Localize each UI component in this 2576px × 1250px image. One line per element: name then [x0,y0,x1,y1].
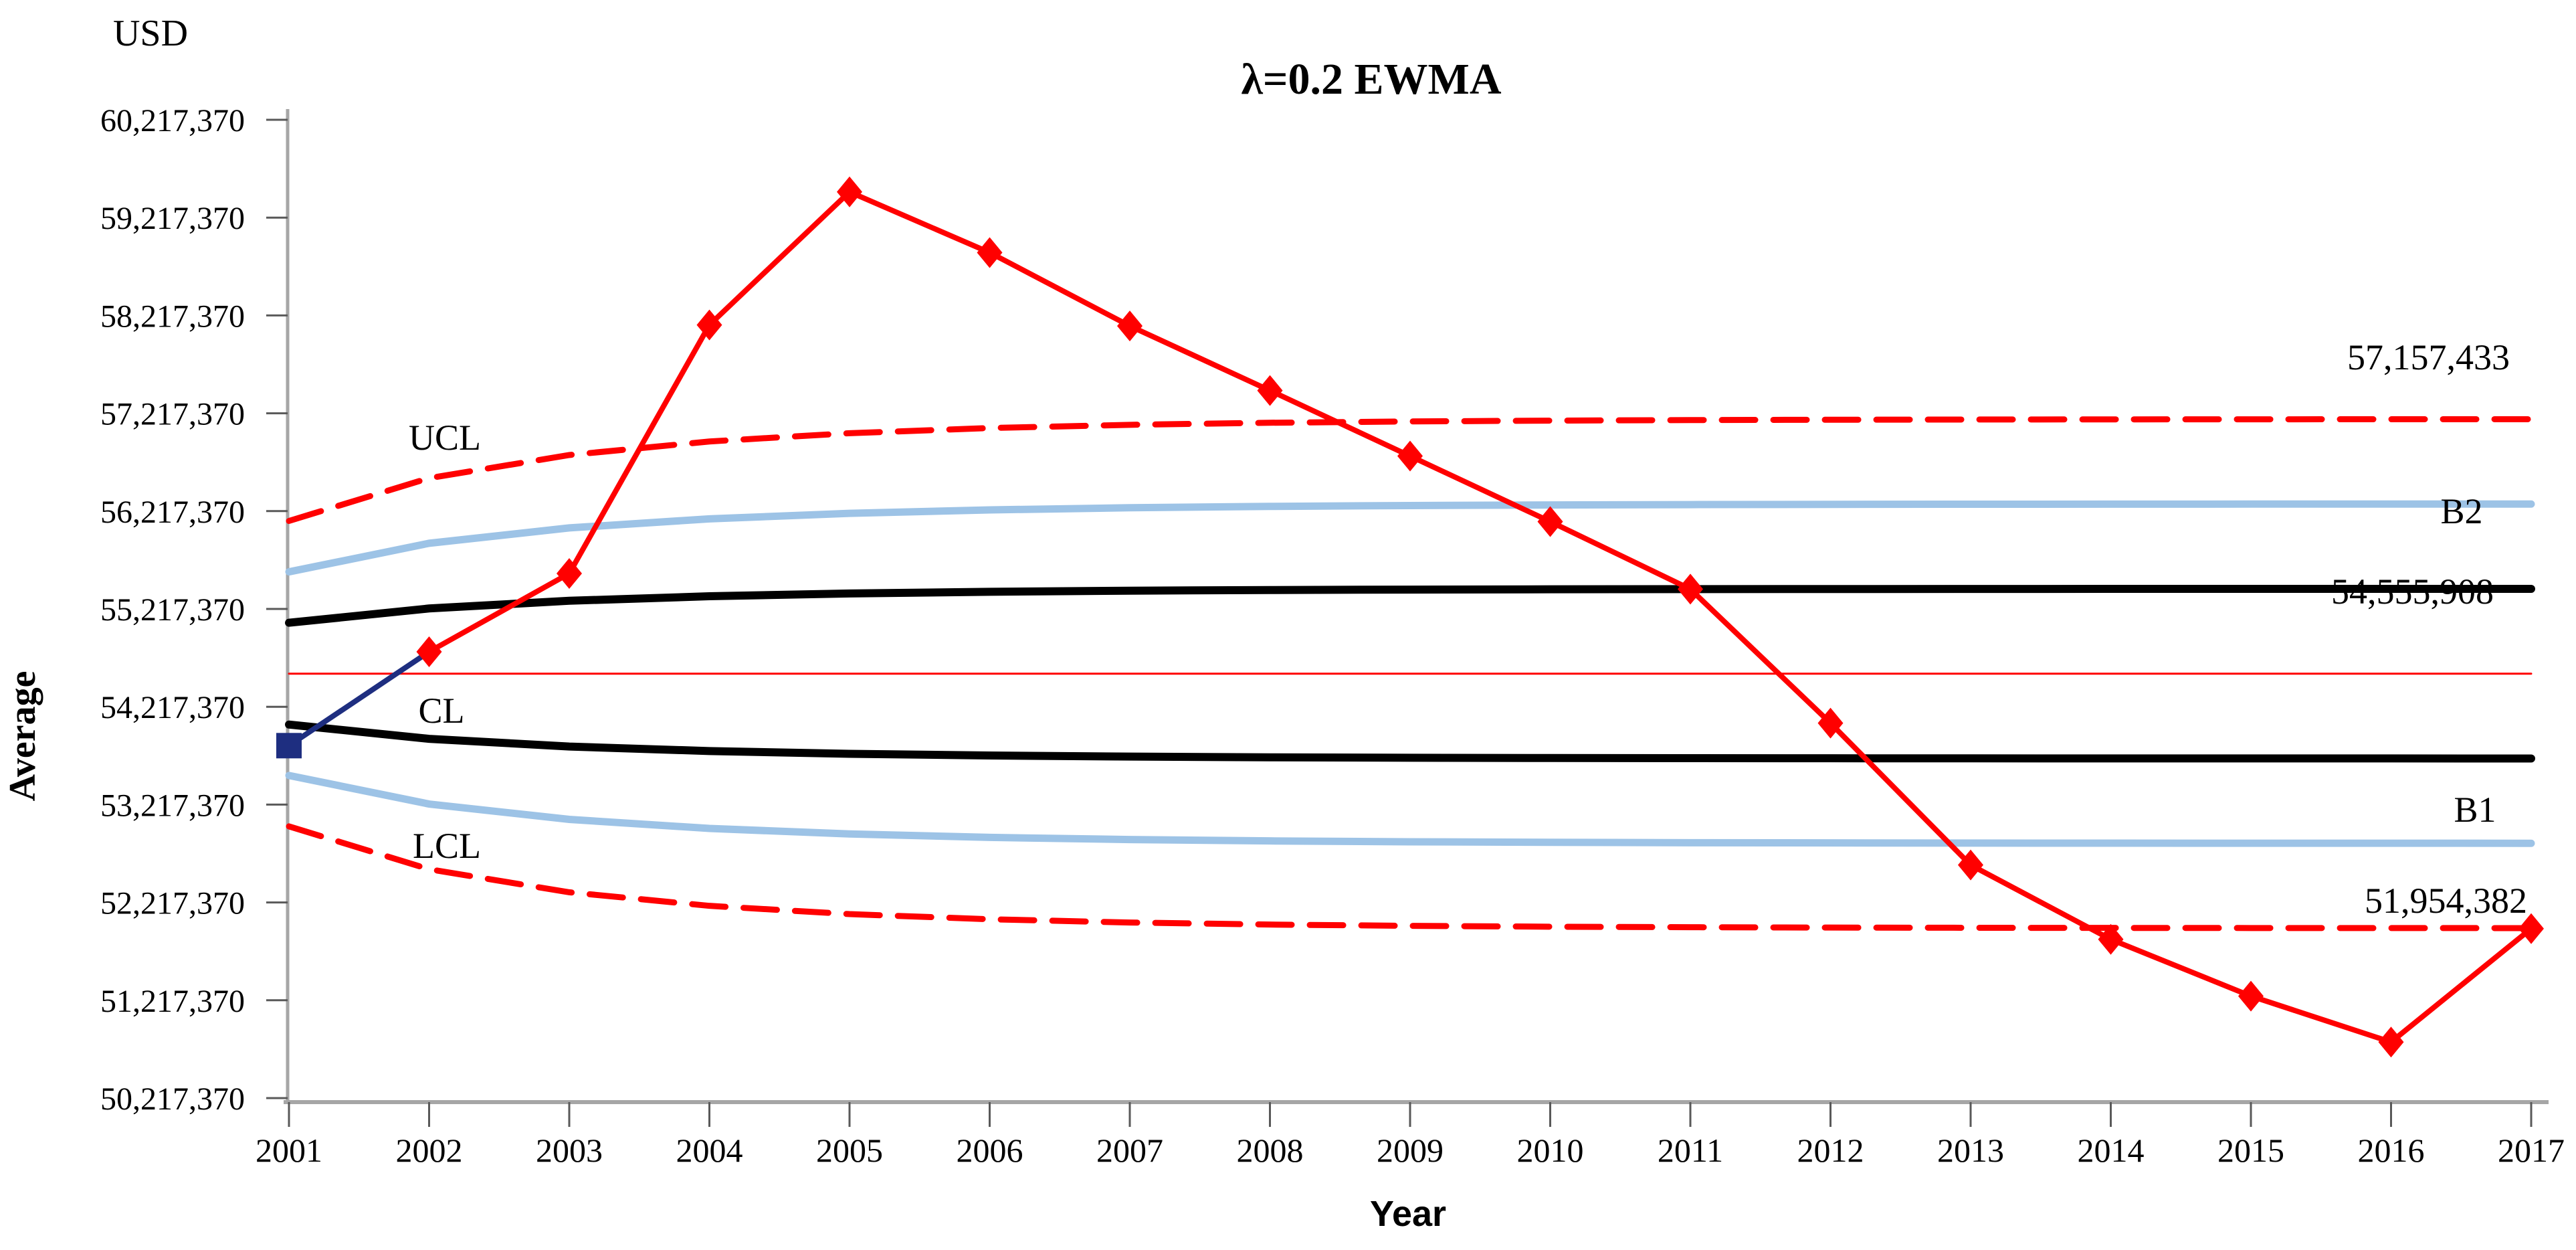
x-tick-label: 2006 [957,1132,1023,1169]
annotation-lcl-label: LCL [413,826,481,866]
annotation-cl-label: CL [418,691,464,731]
series-ewma-line [427,189,2533,1045]
ewma-marker-2011 [1678,573,1703,605]
axes-layer: 60,217,370 59,217,370 58,217,370 57,217,370… [100,103,2565,1169]
annotation-ucl-value: 57,157,433 [2347,337,2510,377]
ewma-marker-2014 [2098,923,2124,955]
chart-title: λ=0.2 EWMA [1241,55,1501,104]
series-layer [285,189,2535,1045]
y-tick-label: 56,217,370 [100,495,245,530]
x-tick-label: 2015 [2217,1132,2284,1169]
x-tick-label: 2009 [1377,1132,1444,1169]
y-tick-label: 54,217,370 [100,690,245,725]
y-tick-label: 58,217,370 [100,298,245,334]
x-tick-label: 2004 [676,1132,743,1169]
ewma-marker-2009 [1397,440,1423,472]
y-tick-label: 52,217,370 [100,886,245,921]
x-tick-label: 2003 [536,1132,603,1169]
ewma-marker-2016 [2378,1026,2404,1058]
y-tick-label: 60,217,370 [100,103,245,139]
series-zone-c-upper-line [285,584,2535,627]
x-tick-label: 2010 [1517,1132,1584,1169]
ewma-marker-2012 [1817,707,1844,739]
ewma-marker-2002 [416,636,442,667]
ewma-marker-2013 [1958,849,1983,881]
x-tick-label: 2016 [2358,1132,2425,1169]
x-tick-label: 2002 [396,1132,463,1169]
annotation-b1-label: B1 [2454,790,2496,830]
x-tick-label: 2012 [1797,1132,1864,1169]
y-tick-label: 51,217,370 [100,984,245,1019]
y-axis-title: Average [2,671,43,802]
marker-layer [276,176,2544,1058]
series-b1-line [285,772,2535,847]
annotation-ucl-label: UCL [409,418,481,458]
y-tick-label: 59,217,370 [100,201,245,236]
series-lcl-line [286,823,2535,931]
ewma-marker-2017 [2518,913,2544,944]
annotation-b2-label: B2 [2440,491,2482,531]
series-ewma-start-segment [287,649,431,748]
ewma-start-marker [276,733,302,759]
x-axis-title: Year [1370,1194,1446,1234]
text-layer: λ=0.2 EWMA USD Average Year UCL CL LCL B… [2,13,2527,1234]
ewma-marker-2015 [2238,980,2264,1012]
x-tick-label: 2011 [1658,1132,1723,1169]
series-zone-c-lower-line [285,720,2535,763]
annotation-cl-value: 54,555,908 [2331,571,2494,612]
series-b2-line [285,500,2535,576]
ewma-marker-2008 [1257,375,1283,406]
y-tick-label: 55,217,370 [100,592,245,628]
x-tick-label: 2001 [256,1132,322,1169]
ewma-marker-2003 [557,557,582,589]
x-tick-label: 2007 [1096,1132,1163,1169]
x-tick-label: 2008 [1237,1132,1304,1169]
x-tick-label: 2013 [1937,1132,2004,1169]
ewma-marker-2004 [696,309,722,341]
y-unit-label: USD [113,13,188,54]
ewma-marker-2007 [1117,310,1143,342]
x-tick-label: 2017 [2498,1132,2565,1169]
annotation-lcl-value: 51,954,382 [2365,881,2527,921]
ewma-marker-2006 [977,237,1003,268]
ewma-marker-2005 [837,176,862,207]
y-tick-label: 53,217,370 [100,788,245,823]
series-ucl-line [286,416,2535,524]
x-tick-label: 2014 [2078,1132,2145,1169]
x-tick-label: 2005 [816,1132,883,1169]
ewma-marker-2010 [1537,506,1563,537]
y-tick-label: 50,217,370 [100,1081,245,1117]
y-tick-label: 57,217,370 [100,397,245,432]
